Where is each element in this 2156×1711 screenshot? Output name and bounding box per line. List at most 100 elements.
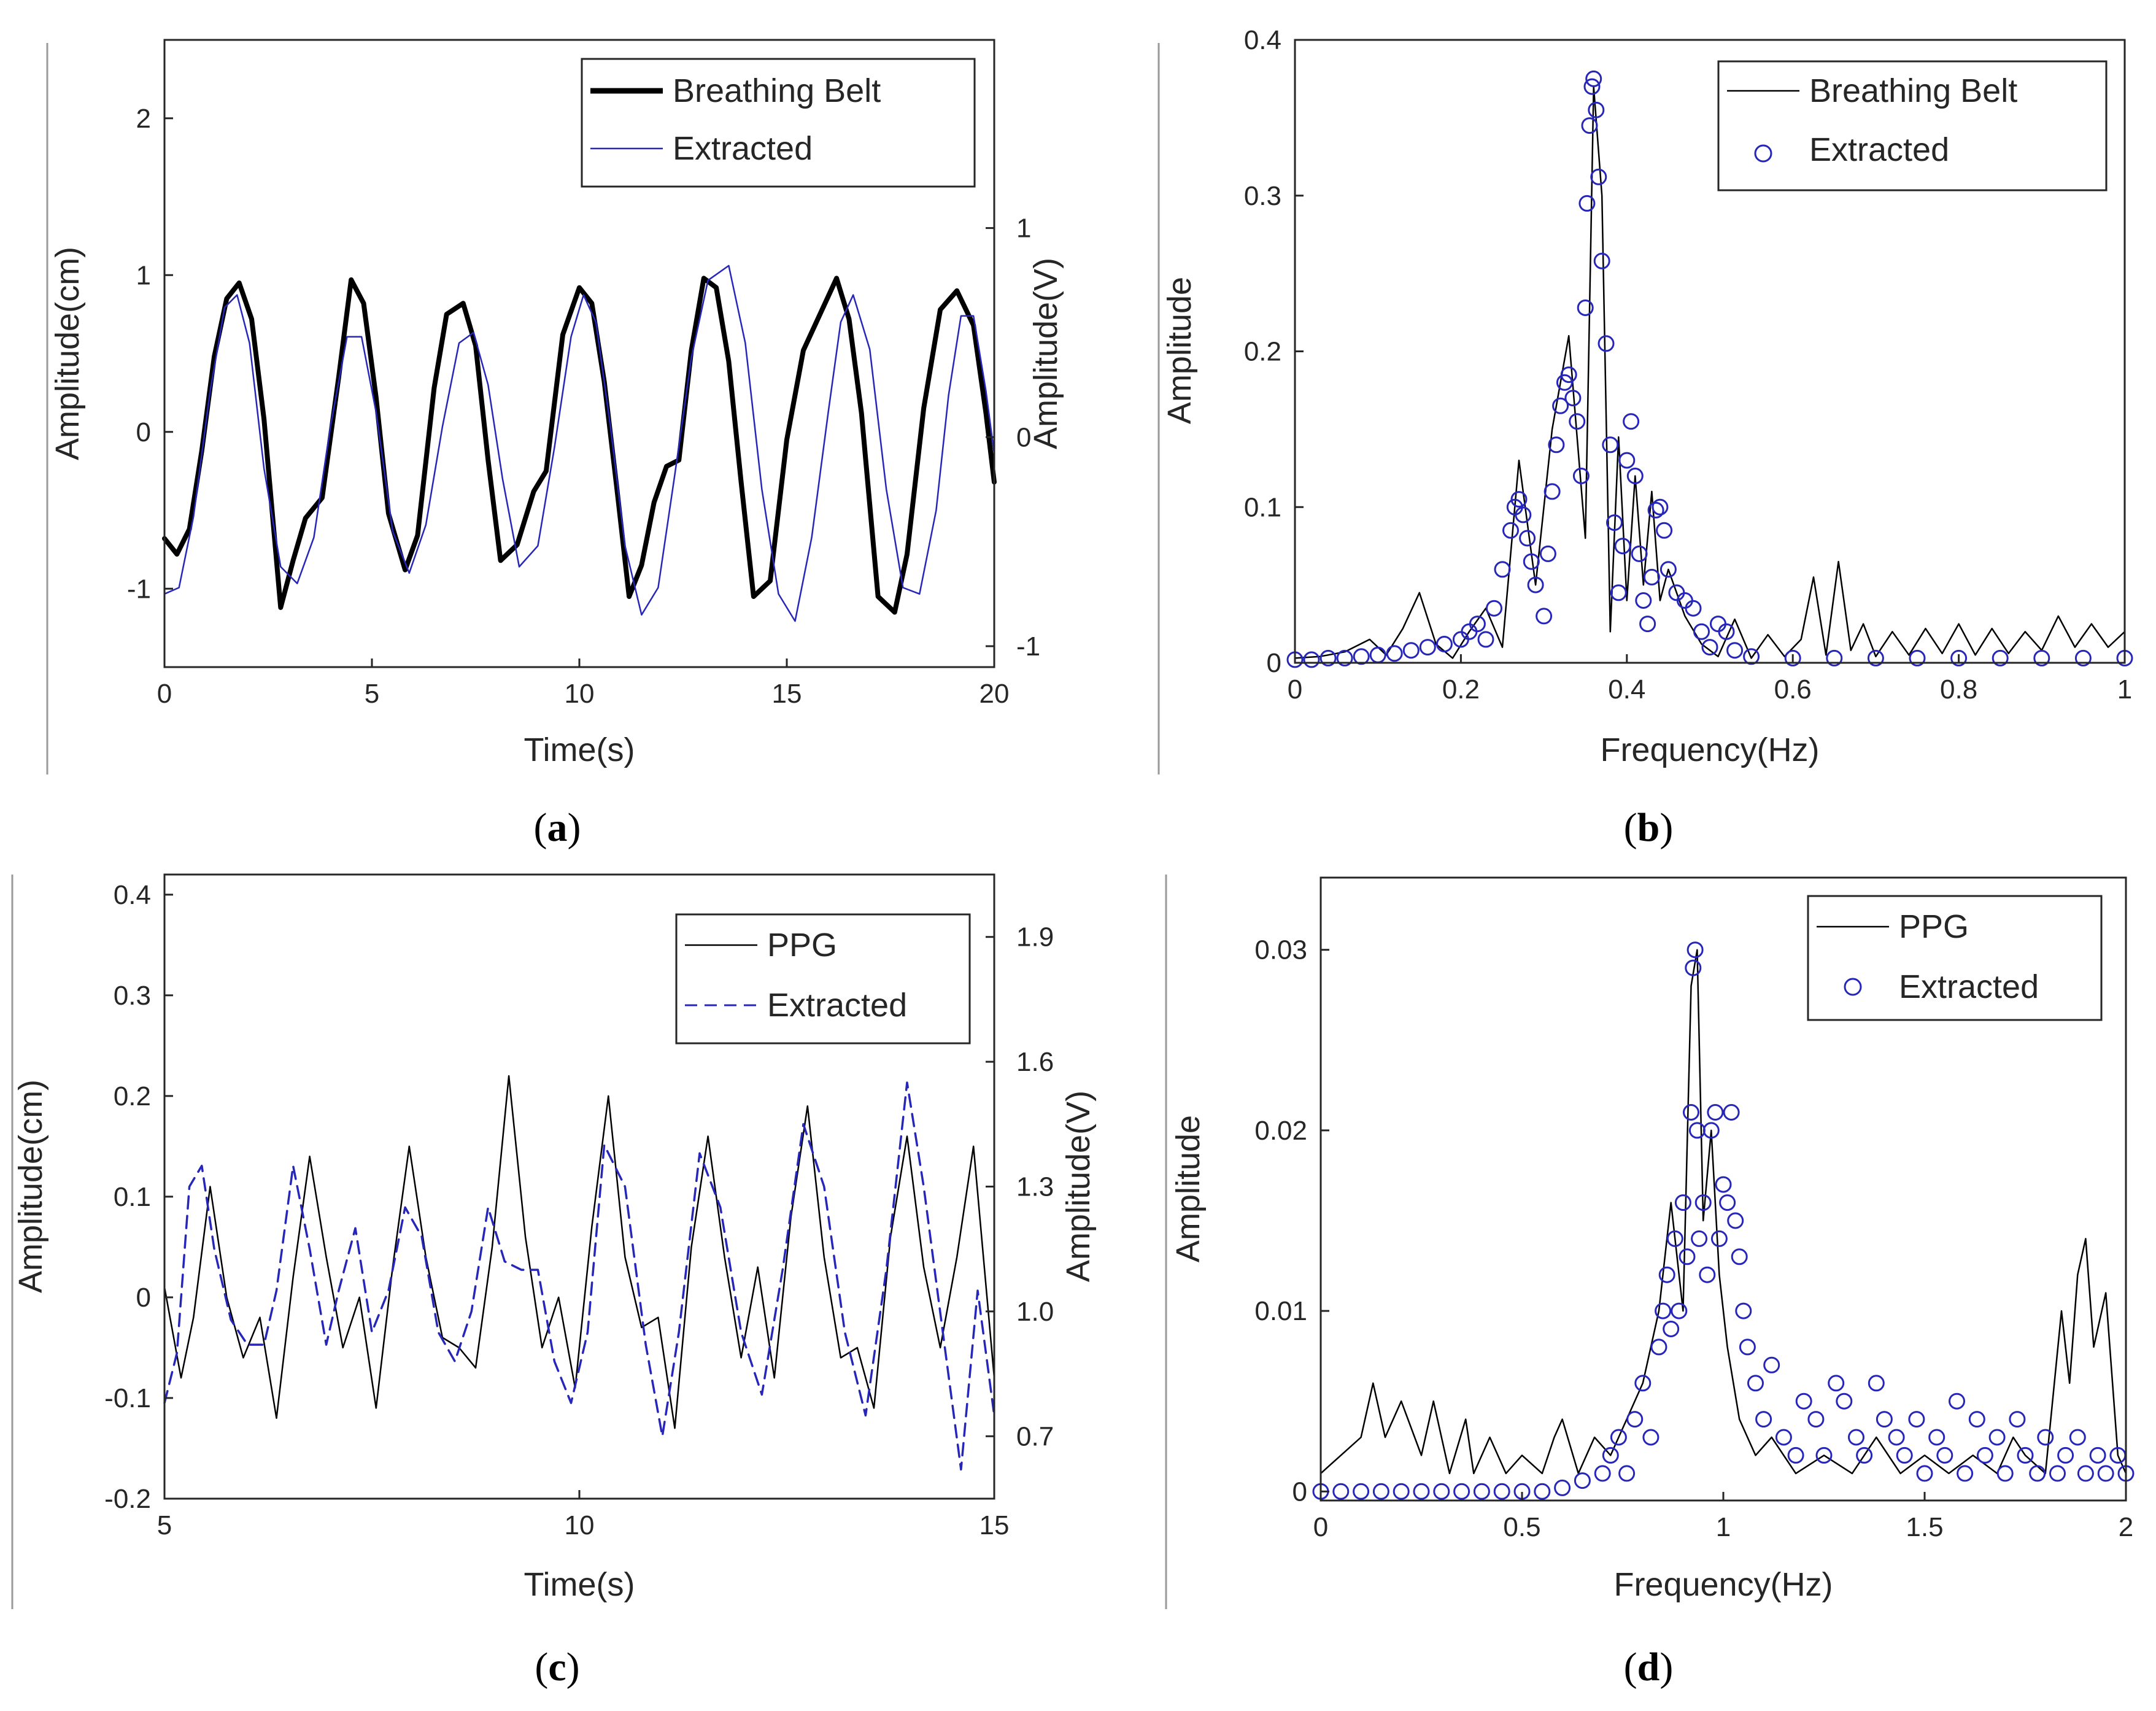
x-tick-label: 0 — [157, 679, 172, 709]
legend-label-breathing-belt: Breathing Belt — [1809, 72, 2017, 109]
data-point — [1594, 1465, 1611, 1482]
panel-caption-a: (a) — [534, 805, 581, 850]
data-point — [1493, 1483, 1510, 1500]
series-extracted — [1286, 70, 2133, 668]
y-axis-label-right: Amplitude(V) — [1027, 258, 1064, 449]
y-tick-label: 0.2 — [1244, 337, 1281, 367]
data-point — [1486, 600, 1502, 617]
data-point — [1560, 366, 1577, 384]
x-tick-label: 0.6 — [1774, 674, 1812, 705]
data-point — [1469, 616, 1486, 633]
data-point — [1536, 608, 1553, 625]
data-point — [2037, 1429, 2054, 1446]
y-axis-label: Amplitude(cm) — [49, 247, 86, 460]
x-tick-label: 15 — [979, 1510, 1010, 1540]
data-point — [1747, 1375, 1764, 1392]
data-point — [1548, 436, 1565, 454]
ticks-layer: 0 0.5 1 1.5 2 0 0.01 0.02 0.03 — [1254, 935, 2133, 1542]
data-point — [1510, 491, 1528, 508]
data-point — [1554, 1479, 1571, 1496]
data-point — [1372, 1483, 1389, 1500]
data-point — [1581, 117, 1598, 134]
data-point — [2077, 1465, 2094, 1482]
data-point — [2057, 1446, 2074, 1464]
data-point — [1815, 1446, 1833, 1464]
data-point — [1868, 1375, 1885, 1392]
x-tick-label: 0 — [1288, 674, 1302, 705]
series-line-extracted — [163, 1081, 995, 1471]
data-point — [1602, 436, 1619, 454]
x-tick-label: 0.5 — [1503, 1512, 1540, 1542]
data-point — [1634, 1375, 1652, 1392]
y-right-tick-label: 0 — [1016, 422, 1031, 452]
data-point — [1643, 568, 1660, 585]
data-point — [1578, 195, 1596, 212]
data-point — [1710, 1230, 1728, 1247]
series-layer — [1286, 70, 2133, 668]
data-point — [1433, 1483, 1450, 1500]
data-point — [1666, 1230, 1683, 1247]
data-point — [1928, 1429, 1945, 1446]
x-tick-label: 10 — [565, 679, 595, 709]
legend-label-extracted: Extracted — [1809, 131, 1949, 168]
data-point — [1828, 1375, 1845, 1392]
data-point — [2033, 649, 2050, 666]
y-axis-label: Amplitude — [1170, 1115, 1207, 1262]
data-point — [1639, 616, 1656, 633]
series-line-extracted — [163, 265, 995, 622]
data-point — [1631, 545, 1648, 562]
y-tick-label: 0.2 — [114, 1081, 151, 1111]
y-tick-label: 0.4 — [1244, 25, 1281, 55]
data-point — [2017, 1446, 2034, 1464]
data-point — [1968, 1411, 1985, 1428]
data-point — [1453, 1483, 1470, 1500]
data-point — [1402, 642, 1420, 659]
data-point — [1685, 600, 1702, 617]
x-tick-label: 5 — [365, 679, 379, 709]
data-point — [1602, 1446, 1619, 1464]
x-axis-label: Time(s) — [524, 1566, 635, 1603]
data-point — [1590, 168, 1607, 185]
y-axis-label-right: Amplitude(V) — [1060, 1091, 1097, 1282]
x-axis-label: Time(s) — [524, 732, 635, 768]
data-point — [1888, 1429, 1905, 1446]
data-point — [1727, 1212, 1744, 1229]
data-point — [1502, 522, 1519, 539]
data-point — [1574, 1472, 1591, 1489]
data-point — [2069, 1429, 2086, 1446]
x-tick-label: 15 — [772, 679, 802, 709]
data-point — [1755, 1411, 1772, 1428]
legend-box — [675, 913, 971, 1045]
data-point — [1726, 642, 1744, 659]
data-point — [1763, 1356, 1780, 1373]
y-right-tick-label: 1.0 — [1016, 1297, 1054, 1327]
y-axis-label: Amplitude(cm) — [12, 1080, 49, 1293]
y-tick-label: 0.03 — [1254, 935, 1307, 965]
data-point — [1739, 1338, 1756, 1356]
data-point — [1618, 452, 1636, 469]
data-point — [1660, 561, 1677, 578]
data-point — [1572, 468, 1590, 484]
y-right-tick-label: 1 — [1016, 214, 1031, 244]
x-tick-label: 0.4 — [1608, 674, 1645, 705]
legend-swatch-extracted — [1844, 978, 1862, 996]
legend-swatch-extracted — [1754, 144, 1772, 163]
legend-label-extracted: Extracted — [673, 130, 813, 167]
series-line-breathing-belt — [162, 276, 997, 615]
data-point — [1950, 649, 1968, 666]
data-point — [2009, 1411, 2026, 1428]
data-point — [1693, 623, 1710, 640]
chart-panel-d: 0 0.5 1 1.5 2 0 0.01 0.02 0.03 Frequency(Hz) Amp… — [1170, 876, 2135, 1603]
data-point — [1719, 1194, 1736, 1211]
data-point — [1896, 1446, 1913, 1464]
data-point — [1393, 1483, 1410, 1500]
series-line-ppg — [1319, 949, 2127, 1475]
data-point — [1652, 498, 1669, 516]
data-point — [1435, 636, 1453, 652]
data-point — [1534, 1483, 1551, 1500]
x-tick-label: 2 — [2119, 1512, 2133, 1542]
legend-box — [1717, 60, 2108, 191]
y-tick-label: 1 — [136, 260, 151, 290]
